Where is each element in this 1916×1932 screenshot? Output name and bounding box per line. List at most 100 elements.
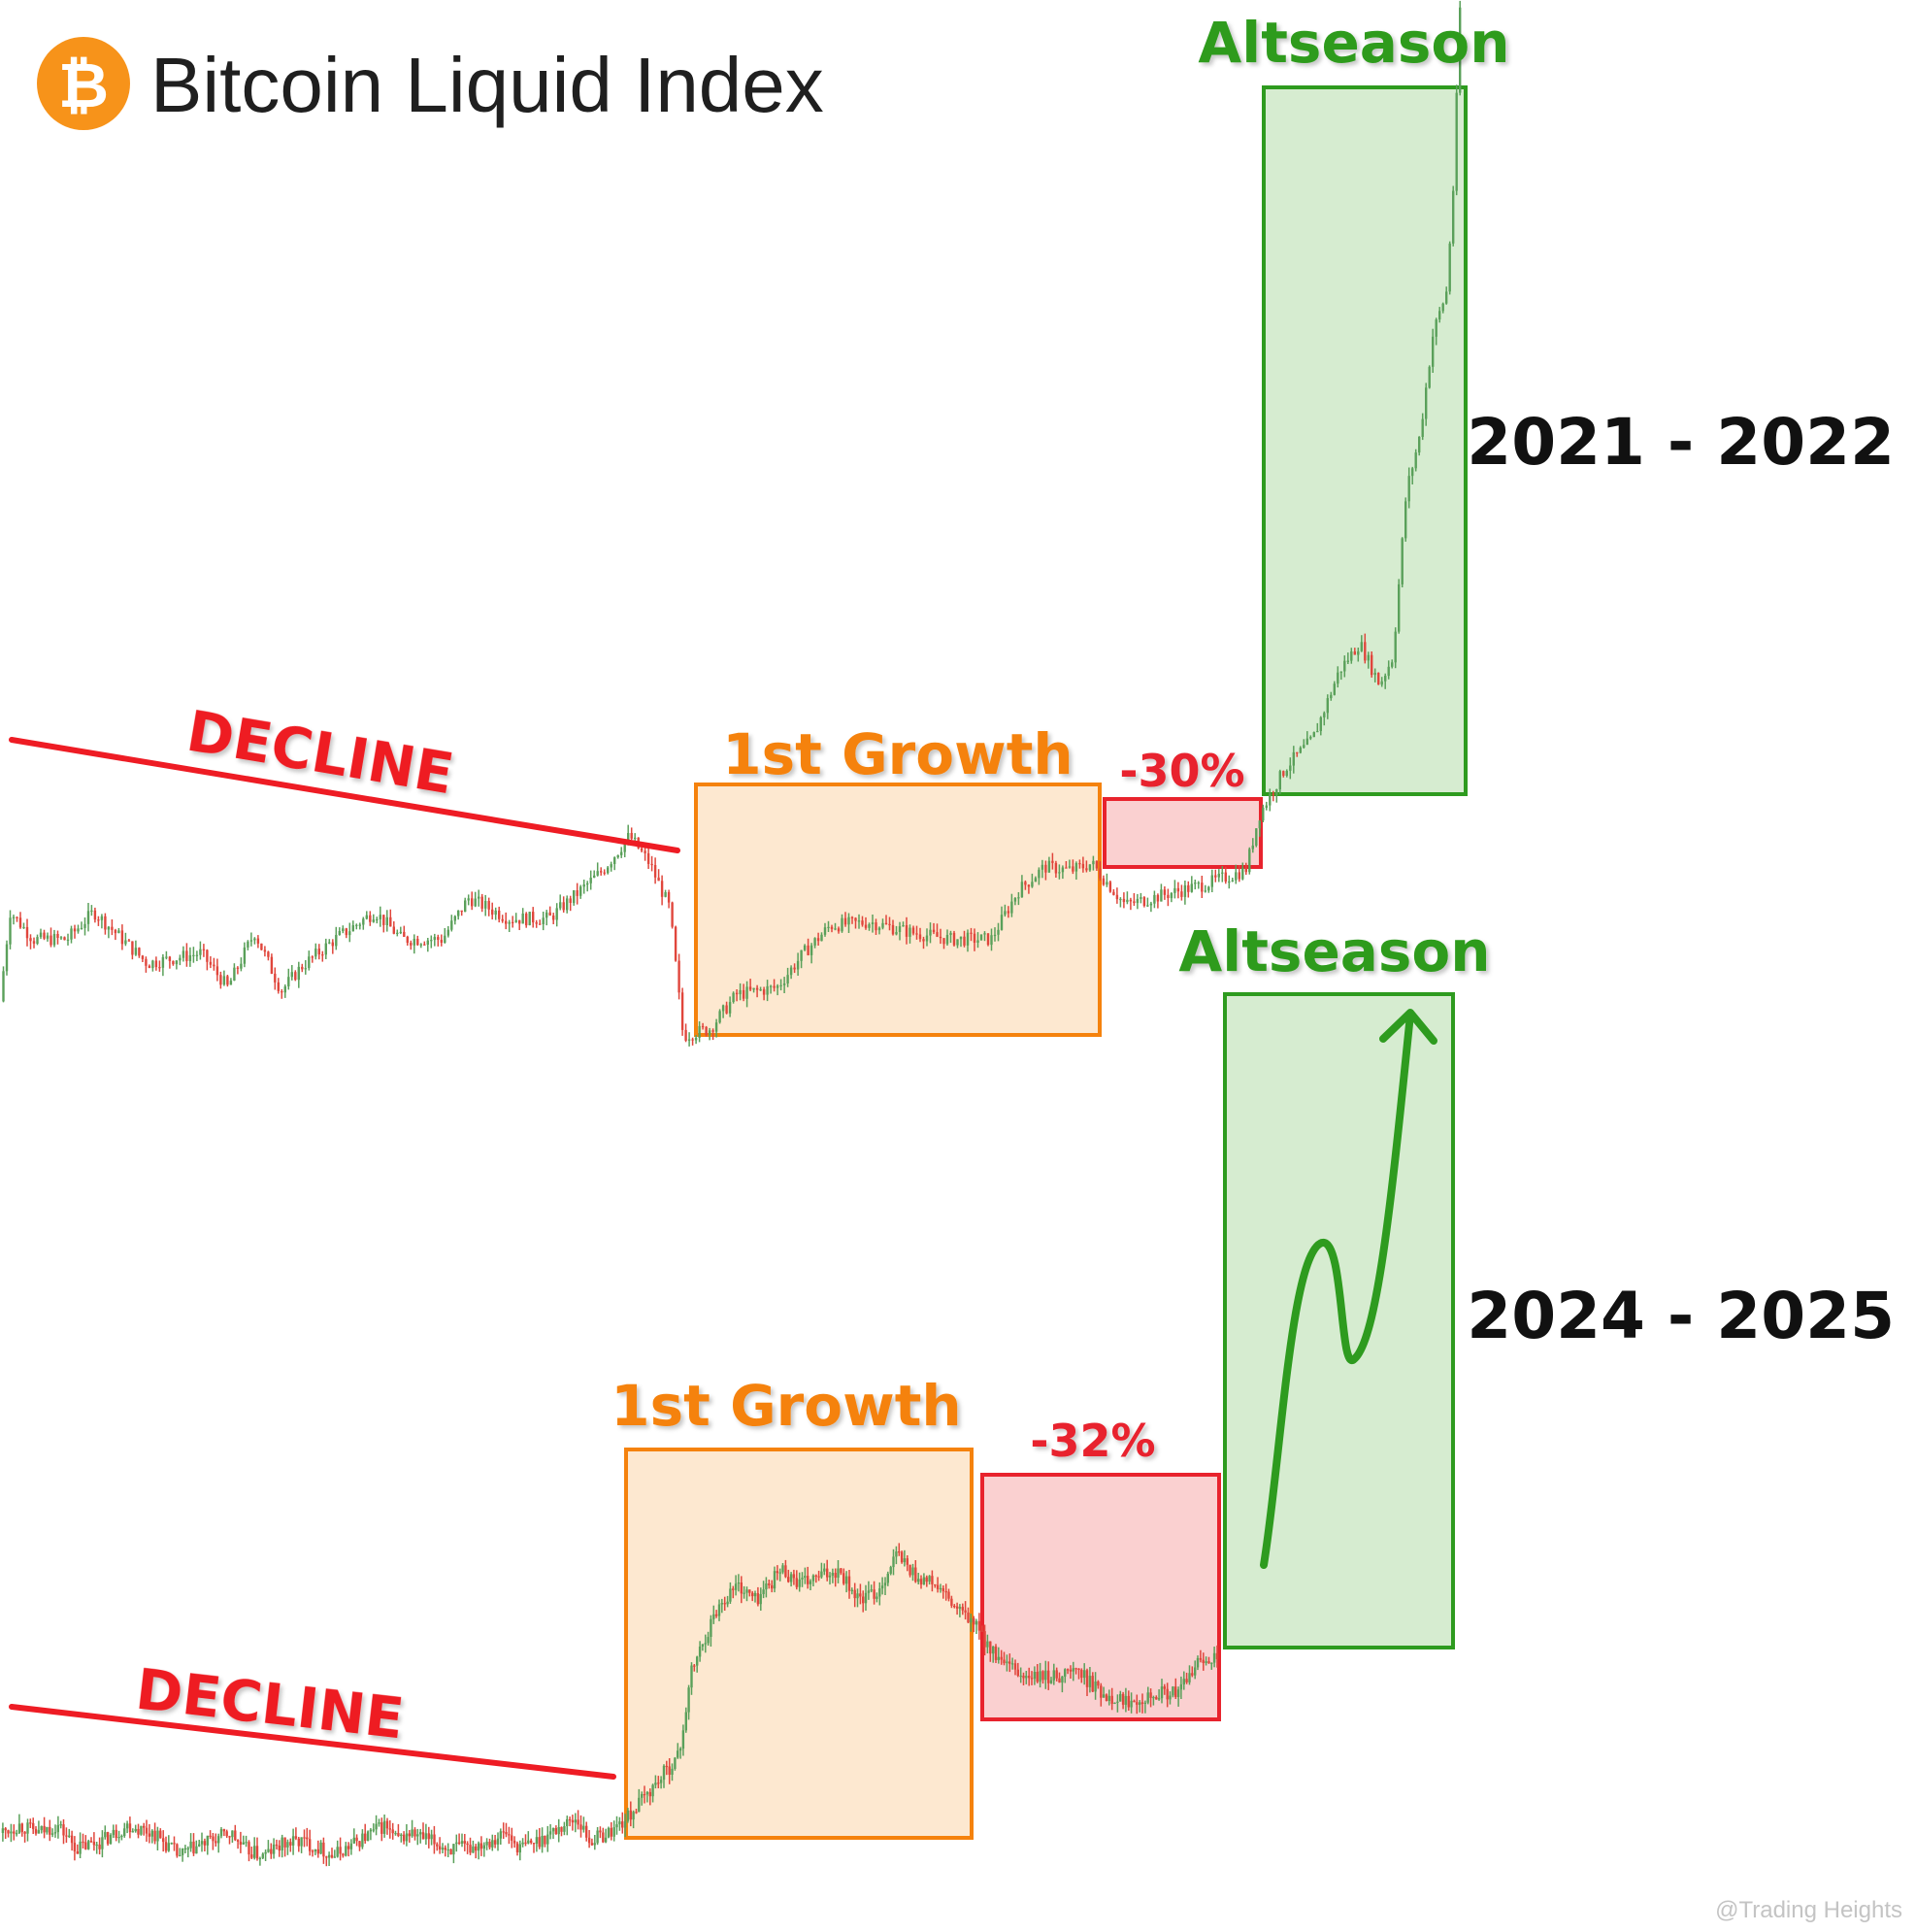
candle-body bbox=[496, 1838, 500, 1845]
candle-body bbox=[841, 917, 843, 932]
candle-body bbox=[843, 917, 847, 925]
candle-body bbox=[745, 986, 748, 999]
candle-body bbox=[1207, 886, 1210, 891]
candle-body bbox=[973, 1617, 975, 1625]
candle-body bbox=[944, 1591, 947, 1593]
candle-body bbox=[446, 1849, 449, 1851]
candle-body bbox=[1190, 883, 1193, 892]
candle-body bbox=[1418, 436, 1421, 453]
candle-body bbox=[1275, 789, 1278, 795]
candle-body bbox=[1377, 673, 1380, 685]
candle-body bbox=[1126, 899, 1129, 903]
candle-body bbox=[247, 941, 249, 948]
candle-body bbox=[225, 1831, 228, 1837]
candle-body bbox=[485, 1842, 488, 1846]
candle-body bbox=[1047, 860, 1051, 873]
candle-body bbox=[795, 1578, 798, 1587]
candle-body bbox=[274, 973, 277, 983]
candle-body bbox=[786, 975, 789, 983]
candle-body bbox=[1191, 1673, 1194, 1676]
candle-body bbox=[134, 1828, 137, 1832]
candle-body bbox=[735, 992, 739, 995]
candle-body bbox=[1196, 1657, 1200, 1668]
candle-body bbox=[620, 851, 623, 855]
candle-body bbox=[918, 934, 922, 940]
candle-body bbox=[1188, 1673, 1191, 1682]
candle-body bbox=[248, 1842, 250, 1855]
candle-body bbox=[1022, 1675, 1025, 1679]
candle-body bbox=[173, 1843, 176, 1845]
candle-body bbox=[348, 931, 351, 936]
candle-body bbox=[294, 1836, 298, 1839]
candle-body bbox=[1013, 897, 1017, 902]
candle-body bbox=[641, 1794, 644, 1798]
candle-body bbox=[1194, 1667, 1197, 1676]
candle-body bbox=[677, 960, 680, 993]
candle-body bbox=[696, 1656, 699, 1666]
candle-body bbox=[189, 1841, 192, 1849]
candle-body bbox=[1007, 911, 1010, 914]
candle-body bbox=[1330, 694, 1333, 699]
candle-body bbox=[1041, 1671, 1044, 1681]
candle-body bbox=[769, 985, 773, 987]
candle-body bbox=[467, 898, 470, 901]
candle-body bbox=[478, 896, 480, 899]
candle-body bbox=[1044, 1670, 1047, 1681]
candle-body bbox=[612, 1827, 615, 1837]
candle-body bbox=[83, 923, 86, 928]
candle-body bbox=[270, 956, 274, 974]
candle-body bbox=[264, 1851, 267, 1854]
candle-body bbox=[474, 898, 477, 907]
candle-body bbox=[1081, 863, 1085, 869]
candle-body bbox=[1202, 1659, 1205, 1663]
candle-body bbox=[1092, 860, 1095, 865]
candle-body bbox=[725, 1005, 728, 1014]
candle-body bbox=[789, 1574, 793, 1582]
candle-body bbox=[621, 1821, 624, 1828]
candle-body bbox=[1414, 452, 1417, 469]
candle-body bbox=[63, 937, 66, 941]
candle-body bbox=[644, 850, 646, 853]
candle-body bbox=[1064, 1669, 1067, 1677]
candle-body bbox=[1030, 1678, 1034, 1680]
candle-body bbox=[755, 987, 759, 990]
candle-body bbox=[574, 1819, 577, 1823]
candle-body bbox=[281, 1837, 283, 1850]
candle-body bbox=[347, 1846, 350, 1849]
candle-body bbox=[1061, 867, 1065, 873]
candle-body bbox=[915, 933, 918, 935]
candle-body bbox=[577, 1819, 579, 1825]
candle-body bbox=[137, 1828, 140, 1835]
candle-body bbox=[508, 921, 511, 924]
candle-body bbox=[976, 940, 979, 943]
candle-body bbox=[1115, 894, 1119, 900]
candle-body bbox=[809, 1581, 812, 1584]
candle-body bbox=[868, 924, 871, 928]
candle-body bbox=[423, 944, 426, 946]
candle-body bbox=[560, 1827, 563, 1832]
candle-body bbox=[1085, 1670, 1089, 1687]
candle-body bbox=[1119, 1693, 1122, 1702]
candle-body bbox=[413, 939, 415, 946]
candle-body bbox=[1077, 1668, 1080, 1670]
candle-body bbox=[1387, 666, 1390, 677]
candle-body bbox=[245, 1842, 248, 1844]
candle-body bbox=[707, 1637, 710, 1644]
candle-body bbox=[406, 936, 409, 944]
candle-body bbox=[200, 1841, 204, 1845]
candle-body bbox=[76, 1851, 79, 1854]
candle-body bbox=[426, 940, 429, 945]
candle-body bbox=[1051, 860, 1054, 863]
candle-body bbox=[270, 1849, 273, 1854]
candle-body bbox=[720, 1603, 723, 1605]
candle-body bbox=[1112, 891, 1115, 895]
candle-body bbox=[32, 941, 36, 944]
candle-body bbox=[1024, 882, 1027, 885]
candle-body bbox=[643, 1794, 646, 1796]
candle-body bbox=[192, 1841, 195, 1854]
candle-body bbox=[717, 1604, 721, 1616]
candle-body bbox=[2, 971, 5, 1002]
candle-body bbox=[382, 1820, 386, 1834]
candle-body bbox=[925, 935, 929, 942]
candle-body bbox=[742, 989, 745, 999]
